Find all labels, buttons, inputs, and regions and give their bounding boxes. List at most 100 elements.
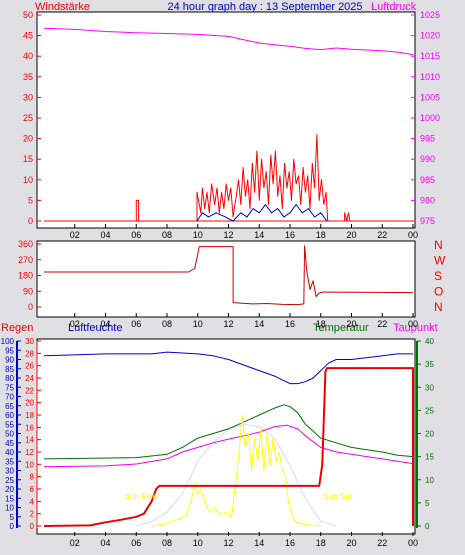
wind-ytick-label: 0 <box>28 216 33 226</box>
solar-max-series-line <box>136 423 337 527</box>
compass-label: N <box>434 238 443 252</box>
humidity-ytick-label: 15 <box>5 494 14 503</box>
gust-series-line <box>196 204 328 222</box>
wind-ytick-label: 20 <box>23 134 33 144</box>
temperature-ytick-label: 10 <box>425 476 434 485</box>
wind-ytick-label: 45 <box>23 31 33 41</box>
wind-xtick-label: 22 <box>377 230 387 240</box>
rain-axis-title: Regen <box>1 322 33 334</box>
temperature-ytick-label: 5 <box>425 499 430 508</box>
humidity-ytick-label: 45 <box>5 439 14 448</box>
wind-xtick-label: 00 <box>408 230 418 240</box>
compass-label: N <box>434 300 443 314</box>
humidity-ytick-label: 65 <box>5 402 14 411</box>
pressure-series-line <box>43 27 414 56</box>
climate-xtick-label: 22 <box>377 538 387 548</box>
wind-xtick-label: 20 <box>346 230 356 240</box>
humidity-ytick-label: 25 <box>5 476 14 485</box>
humidity-ytick-label: 75 <box>5 383 14 392</box>
rain-series-line <box>43 367 414 527</box>
sun-rise-annotation: Sun Rise <box>125 492 158 501</box>
climate-xtick-label: 18 <box>316 538 326 548</box>
humidity-ytick-label: 50 <box>5 430 14 439</box>
direction-series-line <box>44 245 414 306</box>
climate-xtick-label: 10 <box>193 538 203 548</box>
humidity-axis-title: Luftfeuchte <box>68 322 122 334</box>
humidity-ytick-label: 30 <box>5 467 14 476</box>
rain-ytick-label: 12 <box>25 448 34 457</box>
wind-xtick-label: 02 <box>70 230 80 240</box>
solar-series-line <box>151 414 321 527</box>
direction-xtick-label: 04 <box>100 319 110 329</box>
temperature-ytick-label: 40 <box>425 337 434 346</box>
humidity-ytick-label: 40 <box>5 448 14 457</box>
humidity-ytick-label: 35 <box>5 457 14 466</box>
pressure-ytick-label: 975 <box>420 216 435 226</box>
wind-ytick-label: 25 <box>23 113 33 123</box>
humidity-series-line <box>43 351 413 385</box>
direction-xtick-label: 00 <box>408 319 418 329</box>
pressure-ytick-label: 995 <box>420 134 435 144</box>
climate-xtick-label: 00 <box>408 538 418 548</box>
wind-ytick-label: 10 <box>23 175 33 185</box>
climate-xtick-label: 12 <box>223 538 233 548</box>
wind-ytick-label: 50 <box>23 10 33 20</box>
humidity-ytick-label: 55 <box>5 420 14 429</box>
humidity-ytick-label: 60 <box>5 411 14 420</box>
humidity-ytick-label: 95 <box>5 346 14 355</box>
rain-ytick-label: 20 <box>25 399 34 408</box>
rain-ytick-label: 2 <box>30 510 35 519</box>
rain-ytick-label: 26 <box>25 362 34 371</box>
pressure-ytick-label: 980 <box>420 195 435 205</box>
wind-ytick-label: 5 <box>28 195 33 205</box>
compass-label: S <box>434 269 442 283</box>
wind-direction-plot-area <box>36 240 416 318</box>
pressure-axis-title: Luftdruck <box>371 1 417 13</box>
climate-xtick-label: 16 <box>285 538 295 548</box>
direction-xtick-label: 10 <box>193 319 203 329</box>
climate-plot-area <box>36 338 416 535</box>
temperature-ytick-label: 25 <box>425 406 434 415</box>
direction-xtick-label: 22 <box>377 319 387 329</box>
rain-ytick-label: 10 <box>25 460 34 469</box>
rain-ytick-label: 22 <box>25 386 34 395</box>
direction-xtick-label: 06 <box>131 319 141 329</box>
pressure-ytick-label: 1025 <box>420 10 440 20</box>
pressure-ytick-label: 1005 <box>420 92 440 102</box>
temperature-ytick-label: 0 <box>425 522 430 531</box>
chart-title: 24 hour graph day : 13 September 2025 <box>167 1 362 13</box>
rain-ytick-label: 8 <box>30 473 35 482</box>
direction-xtick-label: 12 <box>223 319 233 329</box>
wind-xtick-label: 16 <box>285 230 295 240</box>
direction-xtick-label: 16 <box>285 319 295 329</box>
direction-xtick-label: 08 <box>162 319 172 329</box>
rain-ytick-label: 18 <box>25 411 34 420</box>
direction-xtick-label: 02 <box>70 319 80 329</box>
pressure-ytick-label: 1015 <box>420 51 440 61</box>
wind-series-line <box>135 134 351 222</box>
rain-ytick-label: 30 <box>25 337 34 346</box>
direction-ytick-label: 270 <box>18 255 33 265</box>
climate-xtick-label: 06 <box>131 538 141 548</box>
sun-set-annotation: Sun Set <box>323 492 352 501</box>
wind-xtick-label: 12 <box>223 230 233 240</box>
climate-xtick-label: 02 <box>70 538 80 548</box>
humidity-ytick-label: 90 <box>5 356 14 365</box>
temperature-ytick-label: 30 <box>425 383 434 392</box>
climate-panel: 0510152025303540455055606570758085909510… <box>1 337 435 548</box>
dewpoint-axis-title: Taupunkt <box>393 322 438 334</box>
pressure-ytick-label: 1010 <box>420 72 440 82</box>
wind-ytick-label: 35 <box>23 72 33 82</box>
rain-ytick-label: 28 <box>25 349 34 358</box>
humidity-ytick-label: 70 <box>5 393 14 402</box>
rain-ytick-label: 14 <box>25 436 34 445</box>
wind-xtick-label: 08 <box>162 230 172 240</box>
wind-xtick-label: 04 <box>100 230 110 240</box>
wind-xtick-label: 10 <box>193 230 203 240</box>
temperature-ytick-label: 20 <box>425 430 434 439</box>
pressure-ytick-label: 1000 <box>420 113 440 123</box>
temperature-ytick-label: 35 <box>425 360 434 369</box>
compass-label: W <box>434 254 446 268</box>
